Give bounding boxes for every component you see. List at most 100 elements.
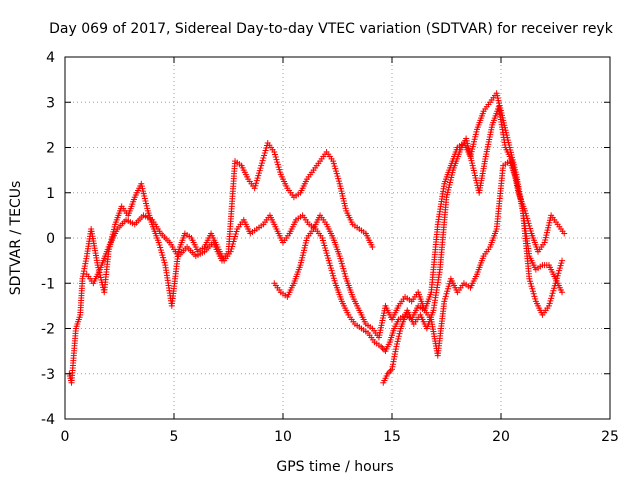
data-point (441, 298, 448, 305)
data-point (555, 270, 562, 277)
data-point (550, 287, 557, 294)
data-point (263, 145, 270, 152)
data-point (157, 247, 164, 254)
data-point (320, 240, 327, 247)
data-point (272, 151, 279, 158)
data-point (256, 167, 263, 174)
y-tick-label: -1 (41, 276, 55, 292)
data-point (342, 273, 349, 280)
data-point (261, 150, 268, 157)
data-point (549, 290, 556, 297)
data-point (330, 275, 337, 282)
data-point (336, 253, 343, 260)
data-point (337, 255, 344, 262)
data-point (258, 162, 265, 169)
x-tick-label: 5 (170, 429, 179, 445)
data-point (556, 267, 563, 274)
data-point (379, 345, 386, 352)
data-point (258, 160, 265, 167)
data-point (531, 293, 538, 300)
data-point (339, 263, 346, 270)
grid (65, 57, 610, 419)
data-point (393, 341, 400, 348)
data-point (257, 165, 264, 172)
data-point (329, 270, 336, 277)
data-point (525, 220, 532, 227)
data-point (527, 278, 534, 285)
data-point (260, 155, 267, 162)
data-point (272, 154, 279, 161)
series-trace-b (83, 139, 376, 287)
data-point (251, 185, 258, 192)
chart-title: Day 069 of 2017, Sidereal Day-to-day VTE… (49, 21, 614, 37)
data-point (444, 288, 451, 295)
data-point (322, 247, 329, 254)
data-point (157, 244, 164, 251)
data-point (554, 272, 561, 279)
x-tick-label: 15 (383, 429, 401, 445)
data-point (330, 158, 337, 165)
data-point (522, 210, 529, 217)
data-point (553, 277, 560, 284)
data-point (252, 182, 259, 189)
data-point (327, 262, 334, 269)
data-point (330, 272, 337, 279)
y-axis-label: SDTVAR / TECUs (8, 181, 24, 296)
data-marks (66, 90, 568, 386)
data-point (338, 260, 345, 267)
data-point (262, 147, 269, 154)
data-point (529, 288, 536, 295)
data-point (333, 170, 340, 177)
data-point (335, 175, 342, 182)
data-point (340, 265, 347, 272)
data-point (397, 328, 404, 335)
data-point (551, 285, 558, 292)
data-point (341, 268, 348, 275)
data-point (319, 237, 326, 244)
axis-ticks: 0 5 10 15 20 25 -4 -3 -2 -1 0 1 2 3 4 (41, 50, 619, 445)
data-point (331, 277, 338, 284)
data-point (442, 295, 449, 302)
data-point (160, 257, 167, 264)
y-tick-label: 3 (46, 95, 55, 111)
data-point (527, 225, 534, 232)
data-point (332, 165, 339, 172)
data-point (321, 242, 328, 249)
data-point (527, 280, 534, 287)
data-point (319, 235, 326, 241)
data-point (523, 212, 530, 219)
y-tick-label: 4 (46, 50, 55, 66)
data-point (528, 283, 535, 290)
data-point (557, 262, 564, 269)
data-point (330, 160, 337, 167)
data-point (159, 252, 166, 259)
data-point (552, 280, 559, 287)
data-point (394, 338, 401, 345)
data-point (161, 259, 168, 266)
data-point (442, 293, 449, 300)
data-point (254, 175, 261, 182)
data-point (446, 280, 453, 287)
data-point (530, 290, 537, 297)
data-point (326, 260, 333, 267)
data-point (395, 333, 402, 340)
series-trace-a (66, 90, 566, 386)
data-point (545, 302, 552, 309)
data-point (445, 283, 452, 290)
data-point (548, 292, 555, 299)
data-point (325, 255, 332, 262)
data-point (323, 250, 330, 257)
data-point (256, 170, 263, 177)
data-point (333, 168, 340, 175)
data-point (274, 161, 281, 168)
data-point (253, 177, 260, 184)
y-tick-label: -3 (41, 367, 55, 383)
data-point (526, 222, 533, 229)
x-tick-label: 25 (601, 429, 619, 445)
data-point (527, 227, 534, 234)
data-point (276, 166, 283, 173)
series-trace-c (271, 158, 566, 359)
y-tick-label: 2 (46, 141, 55, 157)
data-point (556, 265, 563, 272)
